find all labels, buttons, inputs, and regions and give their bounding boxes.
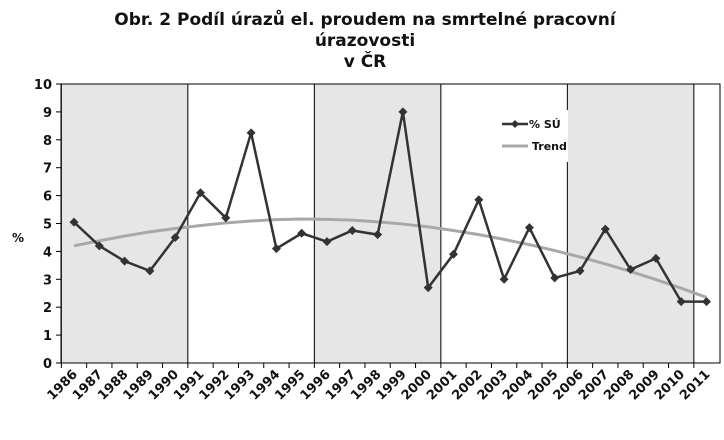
data-point — [170, 232, 180, 242]
shaded-band — [567, 84, 694, 363]
data-point — [373, 230, 383, 240]
data-point — [550, 273, 560, 283]
chart-title-line-2: úrazovosti — [315, 31, 415, 51]
data-point — [322, 237, 332, 247]
legend-label-su: % SÚ — [529, 118, 561, 131]
data-point — [271, 244, 281, 254]
data-point — [600, 224, 610, 234]
data-point — [221, 213, 231, 223]
series-line-su — [73, 111, 707, 303]
data-point — [575, 266, 585, 276]
data-point — [423, 283, 433, 293]
y-tick-label: 0 — [43, 357, 52, 372]
data-point — [524, 223, 534, 233]
y-tick-label: 1 — [43, 329, 52, 344]
shaded-band — [61, 84, 188, 363]
data-point — [145, 266, 155, 276]
data-point — [347, 225, 357, 235]
data-point — [676, 297, 686, 307]
data-point — [120, 256, 130, 266]
y-axis-ticks: 0 1 2 3 4 5 6 7 8 9 10 — [34, 78, 61, 372]
shaded-band — [314, 84, 441, 363]
y-tick-label: 7 — [43, 162, 52, 177]
y-tick-label: 6 — [43, 190, 52, 205]
series-layer — [69, 107, 711, 307]
data-point — [398, 107, 408, 117]
legend-marker-su — [511, 120, 519, 128]
data-point — [702, 297, 711, 307]
y-tick-label: 8 — [43, 134, 52, 149]
y-axis-label: % — [12, 231, 24, 245]
y-tick-label: 10 — [34, 78, 52, 93]
y-tick-label: 9 — [43, 106, 52, 121]
data-point — [474, 195, 484, 205]
y-tick-label: 4 — [43, 245, 52, 260]
data-point — [69, 217, 79, 227]
legend: % SÚ Trend — [492, 110, 568, 162]
chart-title: Obr. 2 Podíl úrazů el. proudem na smrtel… — [114, 8, 617, 72]
y-tick-label: 5 — [43, 218, 52, 233]
legend-label-trend: Trend — [532, 140, 567, 153]
data-point — [297, 228, 307, 238]
chart-title-line-1: Obr. 2 Podíl úrazů el. proudem na smrtel… — [114, 8, 617, 30]
chart-title-line-3: v ČR — [344, 50, 387, 72]
x-axis-ticks: 1986198719881989199019911992199319941995… — [45, 363, 713, 403]
data-point — [499, 274, 509, 284]
data-point — [196, 188, 205, 198]
data-point — [94, 241, 104, 251]
data-point — [246, 128, 256, 138]
y-tick-label: 2 — [43, 301, 52, 316]
legend-box — [492, 110, 568, 162]
data-point — [651, 253, 661, 263]
shaded-bands — [60, 84, 695, 363]
y-tick-label: 3 — [43, 273, 52, 288]
data-point — [449, 249, 458, 259]
data-point — [626, 265, 636, 275]
